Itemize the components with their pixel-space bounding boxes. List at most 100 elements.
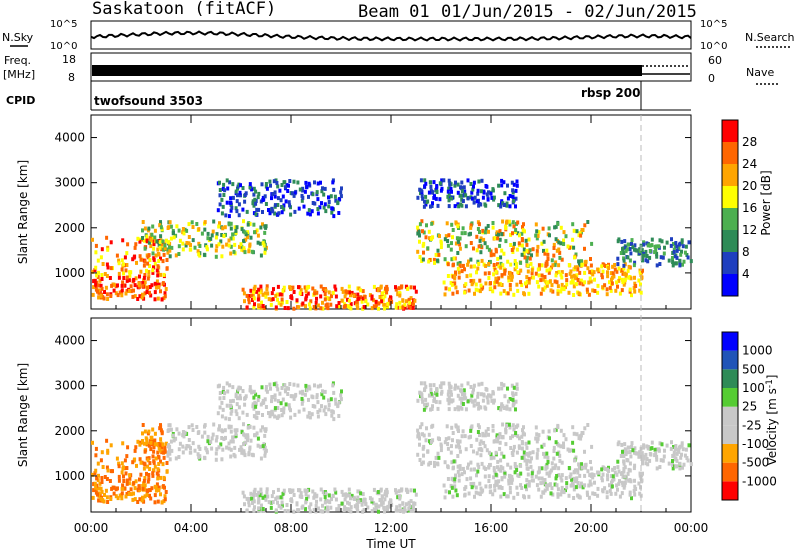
power-cell	[247, 249, 251, 254]
power-cell	[453, 204, 457, 209]
velocity-cell	[567, 493, 571, 498]
velocity-cell	[263, 397, 267, 402]
power-cell	[558, 255, 562, 260]
velocity-cell	[485, 395, 489, 400]
velocity-cell	[455, 439, 459, 444]
power-cell	[552, 253, 556, 258]
power-cell	[407, 303, 411, 308]
velocity-cell	[497, 479, 501, 484]
velocity-cell	[337, 400, 341, 405]
freq-tick-bottom: 8	[68, 71, 75, 84]
velocity-cell	[220, 414, 224, 419]
noise-panel: N.Sky 10^5 10^0 10^5 10^0 N.Search	[2, 19, 795, 52]
power-cell	[413, 285, 416, 290]
power-cell	[476, 266, 480, 271]
velocity-cell	[623, 480, 627, 485]
velocity-cell	[593, 492, 597, 496]
velocity-cell	[409, 488, 413, 493]
velocity-cell	[583, 426, 587, 431]
power-cell	[537, 230, 541, 235]
power-cell	[293, 191, 297, 196]
velocity-cell	[548, 470, 552, 475]
nave-label: Nave	[746, 66, 774, 79]
velocity-cell	[503, 394, 507, 399]
velocity-cell	[450, 460, 454, 465]
velocity-cell	[243, 453, 247, 458]
power-cell	[100, 273, 104, 277]
velocity-cell	[398, 503, 402, 508]
power-cell	[251, 293, 255, 298]
power-cell	[117, 261, 121, 266]
velocity-cell	[229, 403, 233, 408]
velocity-cell	[596, 493, 600, 498]
power-cell	[196, 249, 200, 254]
power-cell	[653, 250, 657, 255]
power-cell	[250, 293, 254, 298]
velocity-cell	[221, 447, 225, 452]
velocity-cell	[429, 391, 433, 396]
power-cell	[248, 185, 252, 190]
velocity-cell	[519, 471, 523, 476]
power-cell	[205, 245, 209, 250]
velocity-cell	[261, 444, 265, 449]
power-cell	[224, 213, 228, 218]
velocity-cell	[508, 397, 512, 401]
velocity-cell	[551, 492, 555, 497]
power-cell	[145, 268, 148, 273]
power-cell	[330, 210, 334, 215]
power-cell	[141, 220, 145, 224]
power-cell	[100, 247, 104, 252]
power-cell	[505, 201, 509, 206]
velocity-cell	[484, 429, 488, 434]
colorbar-tick-label: 20	[742, 179, 757, 193]
velocity-cell	[665, 443, 669, 448]
power-cell	[473, 195, 477, 200]
power-cell	[257, 287, 261, 292]
power-cell	[606, 274, 610, 279]
power-cell	[617, 278, 621, 283]
power-cell	[97, 283, 101, 288]
power-cell	[234, 228, 238, 233]
power-cell	[521, 228, 525, 233]
velocity-cell	[103, 475, 107, 479]
velocity-cell	[230, 408, 234, 413]
power-cell	[261, 222, 264, 227]
velocity-cell	[484, 484, 488, 489]
velocity-cell	[327, 407, 331, 412]
power-cell	[583, 270, 587, 275]
power-cell	[446, 262, 450, 267]
power-cell	[559, 272, 563, 277]
power-cell	[623, 239, 627, 244]
power-cell	[254, 201, 258, 206]
power-cell	[477, 203, 481, 208]
power-cell	[566, 244, 570, 249]
power-cell	[112, 282, 116, 287]
velocity-cell	[251, 501, 254, 505]
velocity-cell	[105, 477, 109, 481]
velocity-cell	[196, 452, 200, 457]
power-cell	[197, 252, 201, 257]
power-cell	[209, 236, 213, 241]
velocity-cell	[170, 448, 174, 453]
velocity-cell	[297, 488, 300, 493]
velocity-cell	[557, 443, 561, 448]
power-cell	[212, 219, 216, 224]
velocity-cell	[472, 383, 476, 388]
velocity-cell	[335, 507, 339, 512]
velocity-cell	[535, 432, 539, 437]
power-cell	[433, 194, 436, 199]
velocity-cell	[487, 465, 491, 469]
velocity-cell	[236, 396, 239, 401]
power-cell	[421, 196, 425, 201]
velocity-cell	[162, 475, 166, 480]
power-cell	[120, 293, 124, 298]
velocity-cell	[202, 455, 206, 460]
velocity-cell	[562, 441, 565, 446]
power-cell	[525, 242, 529, 247]
velocity-cell	[466, 381, 470, 386]
velocity-cell	[438, 437, 441, 442]
velocity-cell	[630, 496, 633, 501]
velocity-cell	[620, 442, 624, 447]
power-cell	[222, 234, 226, 238]
velocity-cell	[498, 432, 502, 437]
